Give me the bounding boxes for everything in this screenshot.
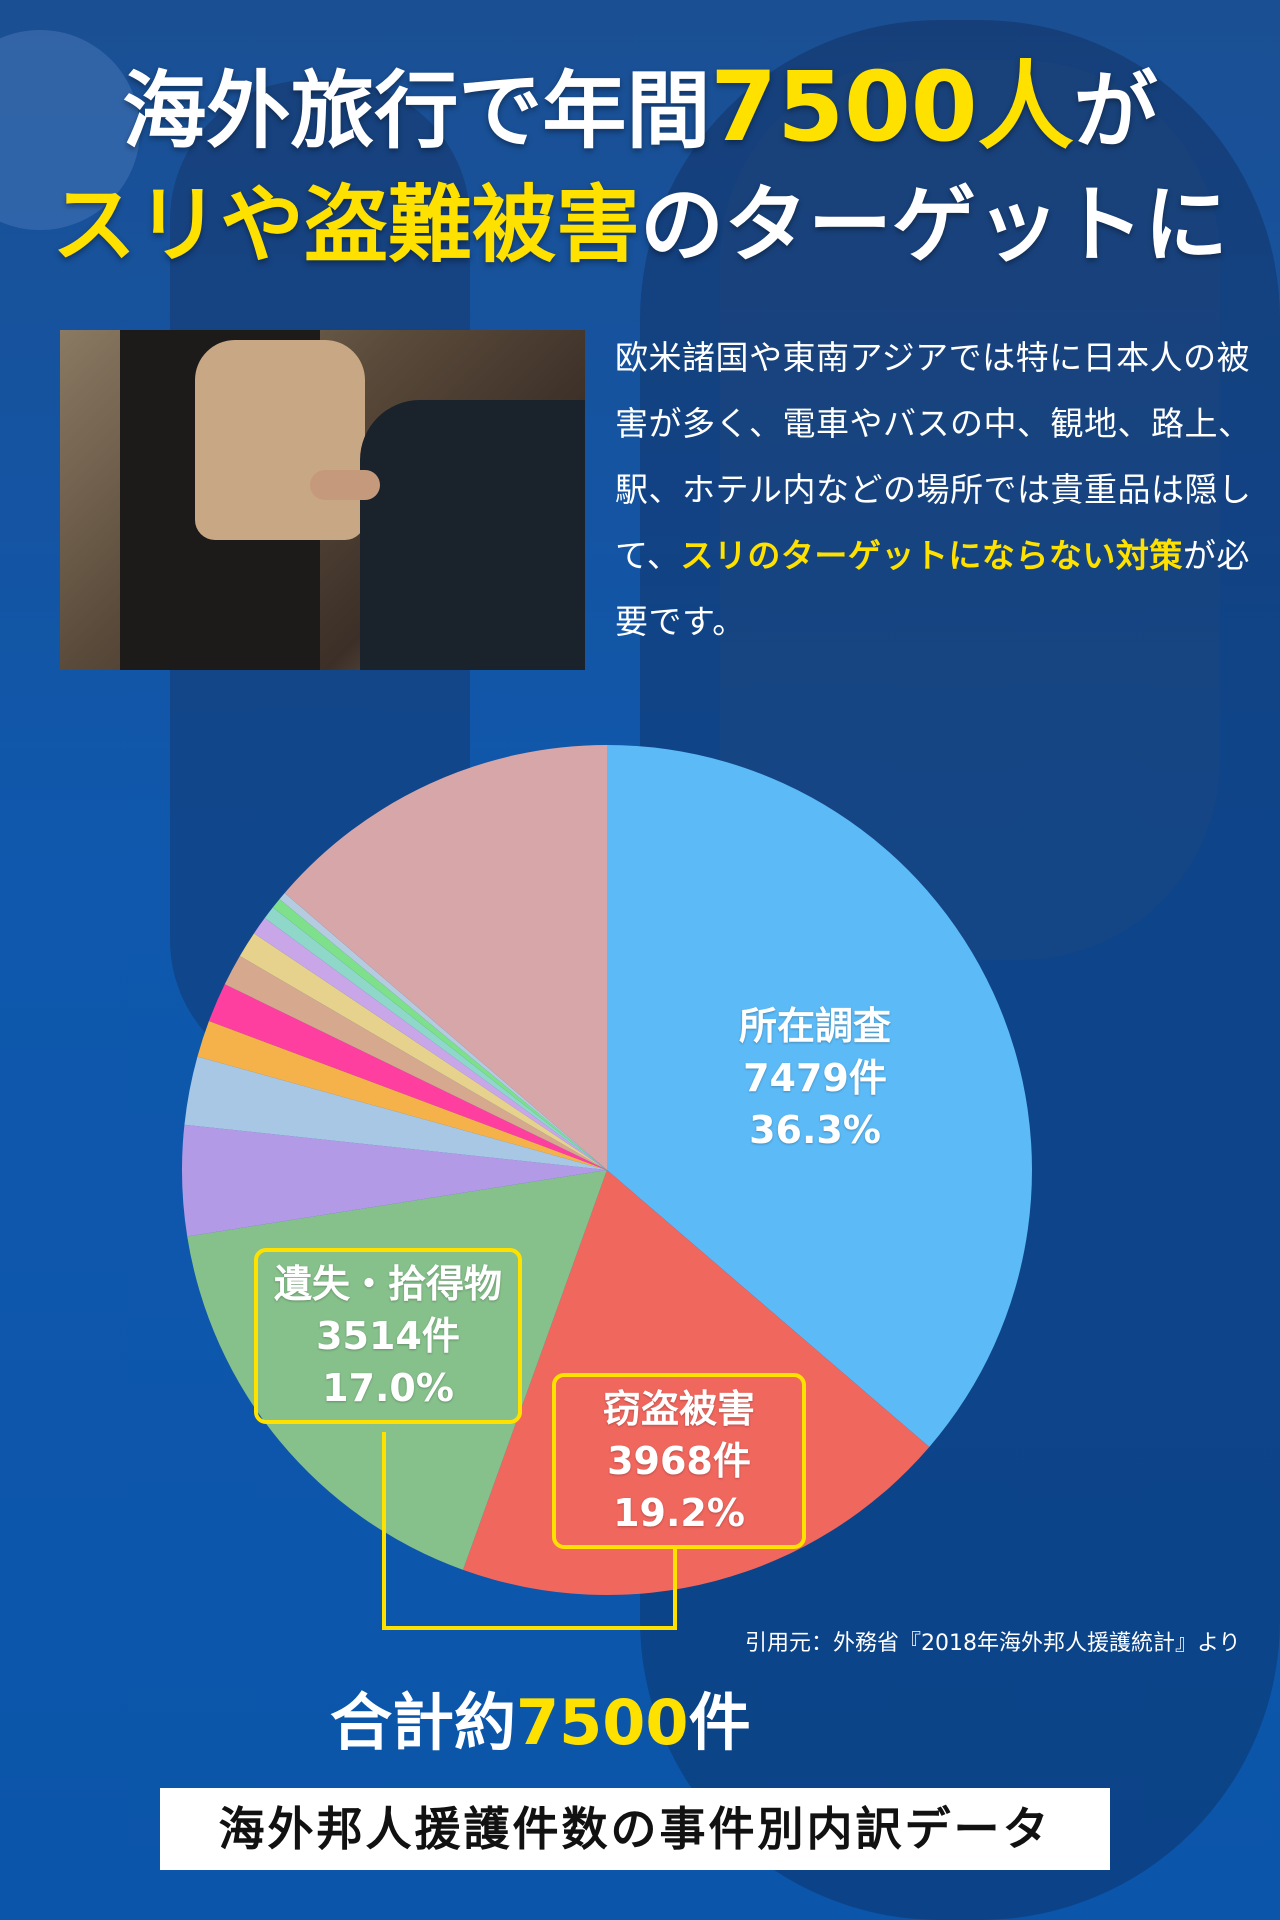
pie-slice-3 — [181, 1124, 607, 1237]
slice-percent: 17.0% — [322, 1366, 454, 1410]
slice-count: 3968件 — [607, 1439, 751, 1483]
headline-text: が — [1073, 62, 1158, 160]
headline-text: 海外旅行で年間 — [122, 62, 711, 160]
headline-highlight: スリや — [51, 176, 304, 274]
total-count: 合計約7500件 — [330, 1672, 751, 1762]
total-number: 7500 — [516, 1686, 689, 1759]
label-connector-line — [382, 1432, 677, 1630]
chart-title: 海外邦人援護件数の事件別内訳データ — [218, 1802, 1052, 1856]
headline-line-2: スリや盗難被害のターゲットに — [0, 170, 1280, 280]
slice-percent: 19.2% — [613, 1491, 745, 1535]
pie-slice-11 — [272, 899, 607, 1170]
slice-label-location-survey: 所在調査 7479件 36.3% — [715, 1000, 915, 1156]
source-citation: 引用元：外務省『2018年海外邦人援護統計』より — [745, 1631, 1241, 1656]
slice-label-theft: 窃盗被害 3968件 19.2% — [552, 1373, 806, 1549]
headline-highlight: 盗難被害 — [303, 176, 640, 274]
slice-name: 所在調査 — [738, 1004, 891, 1048]
headline-line-1: 海外旅行で年間7500人が — [0, 52, 1280, 166]
slice-count: 7479件 — [743, 1056, 887, 1100]
chart-title-box: 海外邦人援護件数の事件別内訳データ — [160, 1788, 1110, 1870]
slice-count: 3514件 — [316, 1314, 460, 1358]
pie-slice-4 — [184, 1056, 608, 1170]
pie-slice-5 — [197, 1021, 608, 1170]
pie-slice-12 — [279, 892, 607, 1170]
headline-highlight-count: 7500人 — [710, 51, 1074, 163]
pickpocket-photo — [60, 330, 585, 670]
photo-pickpocket-arm — [360, 400, 585, 670]
headline-text: のターゲットに — [640, 176, 1229, 274]
pie-slice-1 — [463, 1170, 930, 1595]
pie-slice-0 — [607, 745, 1032, 1448]
pie-slice-8 — [239, 933, 607, 1170]
pie-slice-6 — [208, 984, 607, 1170]
pie-slice-10 — [264, 907, 607, 1170]
body-text-part: が必要です。 — [615, 536, 1250, 641]
body-text-highlight: スリのターゲットにならない対策 — [680, 536, 1183, 575]
total-prefix: 合計約 — [330, 1686, 517, 1759]
body-text: 欧米諸国や東南アジアでは特に日本人の被害が多く、電車やバスの中、観地、路上、駅、… — [615, 325, 1265, 655]
pie-slice-7 — [224, 955, 607, 1170]
photo-backpack — [195, 340, 365, 540]
pie-slice-2 — [187, 1170, 608, 1570]
slice-percent: 36.3% — [749, 1108, 881, 1152]
body-text-part: 欧米諸国や東南アジアでは特に日本人の被害が多く、電車やバスの中、観地、路上、駅、… — [615, 338, 1252, 575]
pie-slice-13 — [284, 745, 607, 1170]
pie-slice-9 — [254, 918, 607, 1170]
slice-label-lost-found: 遺失・拾得物 3514件 17.0% — [254, 1248, 522, 1424]
slice-name: 窃盗被害 — [602, 1387, 755, 1431]
photo-hand — [310, 470, 380, 500]
total-suffix: 件 — [688, 1686, 751, 1759]
slice-name: 遺失・拾得物 — [273, 1262, 502, 1306]
